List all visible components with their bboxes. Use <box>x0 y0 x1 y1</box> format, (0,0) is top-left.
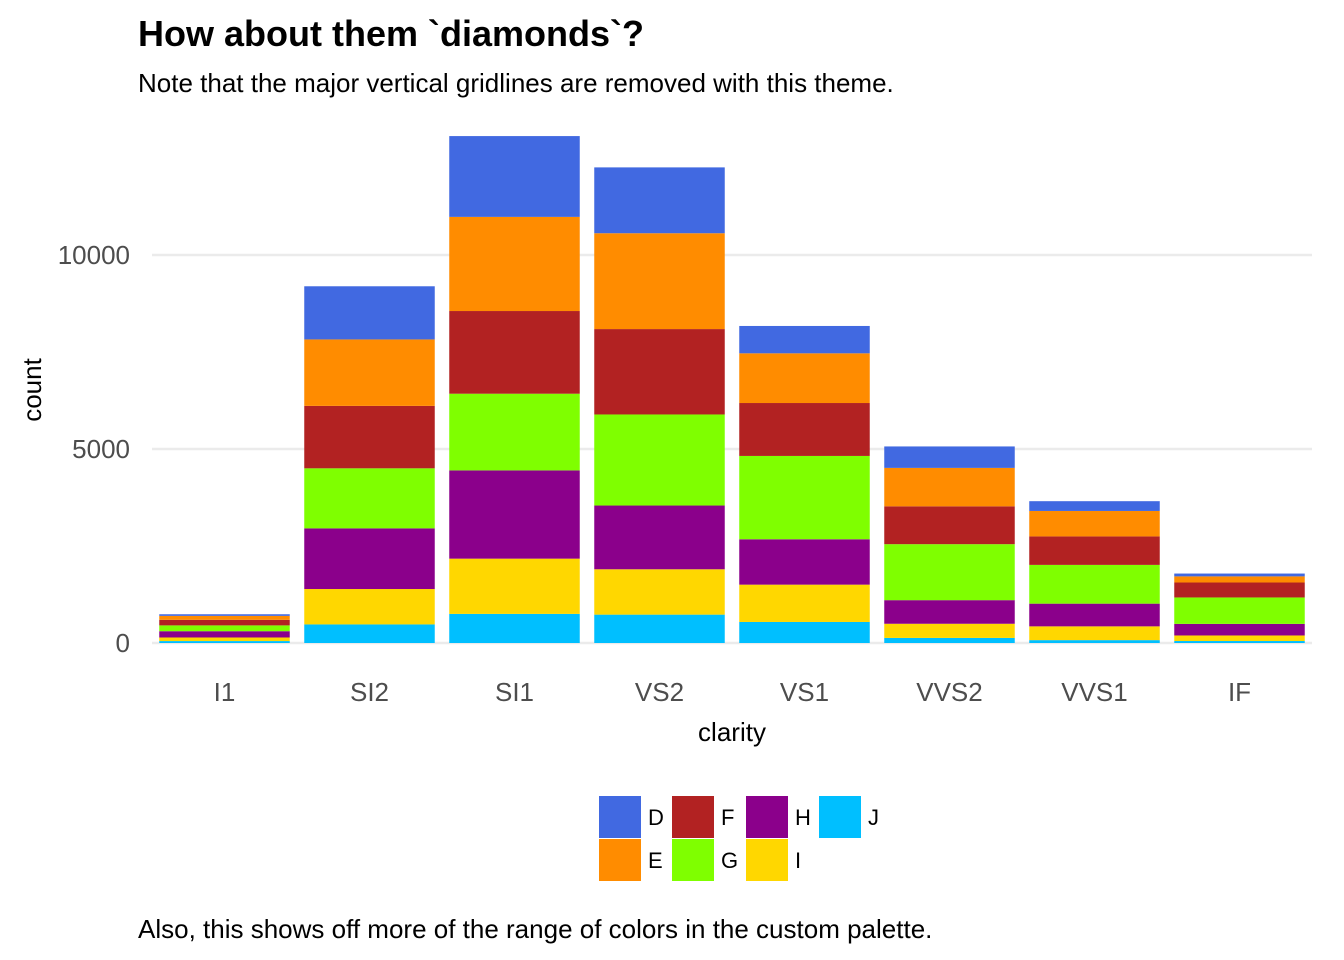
legend-label-D: D <box>648 805 664 830</box>
bar-I1-I <box>159 637 290 642</box>
bar-SI2-J <box>304 624 435 643</box>
bar-VS2-I <box>594 569 725 615</box>
y-tick-label: 5000 <box>72 434 130 464</box>
bar-VS2-F <box>594 329 725 415</box>
legend: D F H J E G I <box>599 796 879 881</box>
bar-I1-J <box>159 641 290 643</box>
bar-VS1-G <box>739 455 870 540</box>
bar-IF-I <box>1174 635 1305 642</box>
bar-IF-E <box>1174 576 1305 583</box>
bar-VS2-G <box>594 414 725 506</box>
legend-label-G: G <box>721 848 738 873</box>
chart-caption: Also, this shows off more of the range o… <box>138 914 932 944</box>
bar-VVS1-E <box>1029 510 1160 537</box>
bar-SI1-F <box>449 311 580 394</box>
bar-I1-G <box>159 625 290 632</box>
bar-SI1-E <box>449 216 580 312</box>
bar-VVS1-D <box>1029 501 1160 511</box>
bar-VS1-F <box>739 403 870 456</box>
x-tick-label: IF <box>1228 677 1251 707</box>
bar-SI2-G <box>304 468 435 529</box>
legend-key-D <box>599 796 641 838</box>
x-tick-label: SI2 <box>350 677 389 707</box>
legend-key-J <box>819 796 861 838</box>
chart-title: How about them `diamonds`? <box>138 13 644 54</box>
bar-SI2-F <box>304 405 435 469</box>
legend-label-F: F <box>721 805 734 830</box>
bar-VS1-H <box>739 539 870 585</box>
bar-SI1-H <box>449 470 580 559</box>
bar-VVS1-J <box>1029 640 1160 643</box>
bar-VVS1-G <box>1029 564 1160 604</box>
x-tick-label: VS1 <box>780 677 829 707</box>
bar-VS2-J <box>594 614 725 643</box>
bar-VS1-E <box>739 353 870 404</box>
bar-SI1-D <box>449 136 580 217</box>
x-tick-label: VVS1 <box>1061 677 1128 707</box>
bar-VVS2-E <box>884 467 1015 507</box>
y-tick-label: 10000 <box>58 240 130 270</box>
bar-SI1-J <box>449 613 580 643</box>
legend-label-J: J <box>868 805 879 830</box>
legend-key-G <box>672 839 714 881</box>
bar-VS2-H <box>594 505 725 570</box>
bar-VS1-J <box>739 621 870 643</box>
bar-VVS1-F <box>1029 536 1160 565</box>
bar-VVS2-D <box>884 446 1015 468</box>
bar-I1-F <box>159 619 290 626</box>
bar-VS1-I <box>739 584 870 622</box>
legend-label-E: E <box>648 848 663 873</box>
legend-key-I <box>746 839 788 881</box>
bar-VS2-E <box>594 233 725 330</box>
x-tick-label: I1 <box>214 677 236 707</box>
bar-SI2-E <box>304 339 435 406</box>
bar-I1-D <box>159 614 290 616</box>
bar-VVS2-J <box>884 637 1015 643</box>
bar-VS2-D <box>594 167 725 234</box>
bar-VVS1-I <box>1029 626 1160 641</box>
legend-label-H: H <box>795 805 811 830</box>
x-tick-label: VVS2 <box>916 677 983 707</box>
bar-VVS2-H <box>884 600 1015 624</box>
y-tick-label: 0 <box>116 628 130 658</box>
bar-IF-D <box>1174 573 1305 577</box>
legend-key-H <box>746 796 788 838</box>
x-tick-label: VS2 <box>635 677 684 707</box>
bar-SI2-H <box>304 528 435 590</box>
legend-key-E <box>599 839 641 881</box>
x-tick-label: SI1 <box>495 677 534 707</box>
bar-VVS2-I <box>884 623 1015 638</box>
x-axis-ticks: I1 SI2 SI1 VS2 VS1 VVS2 VVS1 IF <box>214 677 1251 707</box>
bar-IF-J <box>1174 641 1305 643</box>
bar-I1-H <box>159 631 290 638</box>
bar-SI1-G <box>449 393 580 471</box>
y-axis-title: count <box>17 357 47 421</box>
bars <box>159 136 1305 643</box>
bar-SI2-D <box>304 286 435 340</box>
legend-key-F <box>672 796 714 838</box>
bar-SI1-I <box>449 558 580 614</box>
bar-IF-G <box>1174 597 1305 624</box>
legend-label-I: I <box>795 848 801 873</box>
bar-IF-H <box>1174 623 1305 636</box>
x-axis-title: clarity <box>698 717 766 747</box>
bar-VS1-D <box>739 325 870 354</box>
y-axis-ticks: 0 5000 10000 <box>58 240 130 658</box>
bar-VVS1-H <box>1029 603 1160 627</box>
bar-VVS2-G <box>884 544 1015 601</box>
bar-SI2-I <box>304 589 435 625</box>
bar-IF-F <box>1174 582 1305 598</box>
bar-VVS2-F <box>884 506 1015 545</box>
chart-subtitle: Note that the major vertical gridlines a… <box>138 68 894 98</box>
bar-I1-E <box>159 615 290 620</box>
